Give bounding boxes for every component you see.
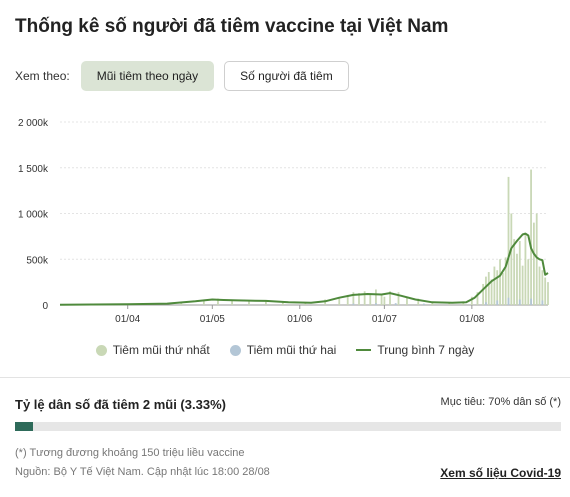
x-tick-label: 01/07 xyxy=(372,314,397,325)
first-dose-bar xyxy=(530,169,532,305)
first-dose-bar xyxy=(417,298,420,305)
coverage-rate-label: Tỷ lệ dân số đã tiêm 2 mũi (3.33%) xyxy=(15,397,226,412)
first-dose-bar xyxy=(375,289,377,305)
first-dose-bar xyxy=(544,277,547,305)
x-tick-label: 01/05 xyxy=(200,314,225,325)
y-tick-label: 1 000k xyxy=(18,210,49,221)
first-dose-bar xyxy=(346,294,349,305)
first-dose-bar xyxy=(448,302,451,305)
second-dose-bar xyxy=(375,303,377,305)
y-tick-label: 2 000k xyxy=(18,118,49,129)
first-dose-bar xyxy=(487,272,490,305)
first-dose-bar xyxy=(389,291,391,305)
first-dose-bar xyxy=(217,298,219,305)
x-tick-label: 01/06 xyxy=(287,314,312,325)
first-dose-bar xyxy=(202,300,205,305)
first-dose-bar xyxy=(524,233,527,305)
coverage-progress-track xyxy=(15,422,561,431)
footnote: (*) Tương đương khoảng 150 triệu liều va… xyxy=(15,447,245,459)
legend-label-first-dose: Tiêm mũi thứ nhất xyxy=(112,343,210,357)
first-dose-bar xyxy=(527,259,530,305)
first-dose-bar xyxy=(338,298,341,305)
first-dose-bar xyxy=(180,302,183,305)
legend-item-first-dose[interactable]: Tiêm mũi thứ nhất xyxy=(95,343,210,357)
first-dose-bar xyxy=(490,279,493,305)
chart-lines xyxy=(59,232,549,306)
legend-label-second-dose: Tiêm mũi thứ hai xyxy=(246,343,337,357)
first-dose-bar xyxy=(265,301,267,305)
first-dose-bar xyxy=(501,272,504,305)
view-toggle: Xem theo: Mũi tiêm theo ngày Số người đã… xyxy=(15,61,349,91)
seven-day-average-line xyxy=(59,232,549,306)
first-dose-bar xyxy=(516,253,518,305)
daily-doses-button[interactable]: Mũi tiêm theo ngày xyxy=(80,61,215,91)
first-dose-bar xyxy=(507,176,510,305)
legend-item-second-dose[interactable]: Tiêm mũi thứ hai xyxy=(229,343,337,357)
second-dose-swatch xyxy=(229,344,241,356)
second-dose-bar xyxy=(422,303,425,305)
first-dose-bar xyxy=(538,266,541,305)
first-dose-bar xyxy=(532,222,535,305)
first-dose-bar xyxy=(380,294,383,305)
first-dose-swatch xyxy=(95,344,107,356)
covid-data-link[interactable]: Xem số liệu Covid-19 xyxy=(440,466,561,480)
first-dose-bar xyxy=(281,302,284,305)
y-tick-label: 1 500k xyxy=(18,164,49,175)
first-dose-bar xyxy=(541,270,544,305)
first-dose-bar xyxy=(547,282,549,305)
second-dose-bar xyxy=(394,303,397,305)
coverage-progress-fill xyxy=(15,422,34,431)
first-dose-bar xyxy=(383,296,386,305)
y-tick-label: 500k xyxy=(26,255,49,266)
second-dose-bar xyxy=(507,297,510,305)
first-dose-bar xyxy=(304,302,307,305)
section-divider xyxy=(0,377,570,378)
first-dose-bar xyxy=(363,291,366,305)
first-dose-bar xyxy=(470,296,473,305)
source-note: Nguồn: Bộ Y Tế Việt Nam. Cập nhật lúc 18… xyxy=(15,466,270,478)
first-dose-bar xyxy=(521,265,524,305)
first-dose-bar xyxy=(397,292,400,305)
first-dose-bar xyxy=(231,299,233,305)
page-title: Thống kê số người đã tiêm vaccine tại Vi… xyxy=(15,16,449,37)
y-axis-labels: 0 500k 1 000k 1 500k 2 000k xyxy=(18,118,49,312)
legend-label-average: Trung bình 7 ngày xyxy=(377,343,475,357)
second-dose-bar xyxy=(496,300,499,305)
first-dose-bar xyxy=(485,276,487,305)
first-dose-bar xyxy=(496,270,499,305)
second-dose-bar xyxy=(352,303,355,305)
legend-item-average[interactable]: Trung bình 7 ngày xyxy=(356,343,474,357)
first-dose-bar xyxy=(352,292,355,305)
first-dose-bar xyxy=(504,257,507,305)
y-tick-label: 0 xyxy=(42,301,48,312)
first-dose-bar xyxy=(510,213,513,305)
x-axis-labels: 01/04 01/05 01/06 01/07 01/08 xyxy=(115,314,485,325)
vaccinated-people-button[interactable]: Số người đã tiêm xyxy=(224,61,349,91)
second-dose-bar xyxy=(530,298,532,305)
chart-grid xyxy=(60,121,548,309)
x-tick-label: 01/08 xyxy=(459,314,484,325)
first-dose-bar xyxy=(476,292,479,305)
first-dose-bar xyxy=(369,294,372,305)
first-dose-bar xyxy=(535,213,538,305)
first-dose-bar xyxy=(406,296,408,305)
chart-legend: Tiêm mũi thứ nhất Tiêm mũi thứ hai Trung… xyxy=(0,343,570,357)
first-dose-bar xyxy=(248,300,250,305)
average-line-swatch xyxy=(356,349,372,351)
chart-bars xyxy=(180,169,549,305)
x-tick-label: 01/04 xyxy=(115,314,140,325)
first-dose-bar xyxy=(513,239,516,305)
first-dose-bar xyxy=(358,293,360,305)
first-dose-bar xyxy=(482,283,485,305)
second-dose-bar xyxy=(485,302,487,305)
coverage-target: Mục tiêu: 70% dân số (*) xyxy=(440,396,561,408)
first-dose-bar xyxy=(518,240,521,305)
view-label: Xem theo: xyxy=(15,69,70,83)
second-dose-bar xyxy=(541,300,544,305)
first-dose-bar xyxy=(493,266,496,305)
second-dose-bar xyxy=(518,299,521,305)
first-dose-bar xyxy=(499,259,501,305)
